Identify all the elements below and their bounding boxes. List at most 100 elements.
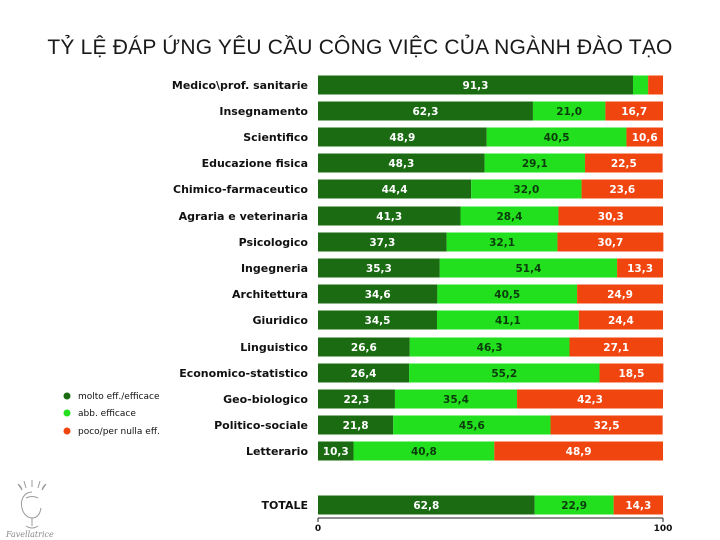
data-label-insegnamento-s1: 62,3 — [413, 106, 439, 118]
data-label-totale-s3: 14,3 — [625, 500, 651, 512]
data-label-educazione-fisica-s3: 22,5 — [611, 158, 637, 170]
data-label-geo-biologico-s1: 22,3 — [344, 394, 370, 406]
logo-text: Favellatrice — [6, 530, 54, 539]
data-label-ingegneria-s3: 13,3 — [627, 263, 653, 275]
category-label-letterario: Letterario — [246, 445, 308, 458]
bar-segment-chimico-farmaceutico-s2 — [471, 179, 582, 199]
bar-segment-agraria-e-veterinaria-s1 — [318, 206, 461, 226]
bar-segment-linguistico-s2 — [409, 337, 570, 357]
bar-segment-psicologico-s1 — [318, 232, 447, 252]
data-label-insegnamento-s2: 21,0 — [556, 106, 582, 118]
data-label-psicologico-s2: 32,1 — [489, 237, 515, 249]
bar-segment-letterario-s3 — [494, 441, 663, 461]
favellatrice-logo-icon — [17, 480, 47, 529]
data-label-chimico-farmaceutico-s1: 44,4 — [382, 184, 408, 196]
bar-segment-giuridico-s3 — [578, 310, 663, 330]
bar-segment-geo-biologico-s1 — [318, 389, 395, 409]
data-label-geo-biologico-s2: 35,4 — [443, 394, 469, 406]
chart-title: TỶ LỆ ĐÁP ỨNG YÊU CẦU CÔNG VIỆC CỦA NGÀN… — [47, 36, 673, 59]
category-label-geo-biologico: Geo-biologico — [223, 393, 308, 406]
data-label-chimico-farmaceutico-s3: 23,6 — [609, 184, 635, 196]
data-label-totale-s2: 22,9 — [561, 500, 587, 512]
data-label-ingegneria-s2: 51,4 — [515, 263, 541, 275]
legend-swatch-s3 — [63, 427, 71, 435]
category-label-architettura: Architettura — [232, 288, 308, 301]
data-label-architettura-s2: 40,5 — [494, 289, 520, 301]
legend-label-s1: molto eff./efficace — [78, 392, 160, 402]
bar-segment-ingegneria-s3 — [617, 258, 663, 278]
legend-swatch-s1 — [63, 392, 71, 400]
legend-label-s3: poco/per nulla eff. — [78, 427, 160, 437]
data-label-linguistico-s2: 46,3 — [477, 342, 503, 354]
data-label-psicologico-s1: 37,3 — [369, 237, 395, 249]
bar-segment-economico-statistico-s3 — [599, 363, 664, 383]
bar-segment-economico-statistico-s2 — [409, 363, 600, 383]
category-label-agraria-e-veterinaria: Agraria e veterinaria — [179, 210, 308, 223]
data-label-insegnamento-s3: 16,7 — [621, 106, 647, 118]
bar-segment-architettura-s1 — [318, 284, 438, 304]
data-label-psicologico-s3: 30,7 — [597, 237, 623, 249]
bar-segment-politico-sociale-s2 — [393, 415, 551, 435]
data-label-architettura-s1: 34,6 — [365, 289, 391, 301]
bar-segment-architettura-s3 — [577, 284, 663, 304]
category-label-psicologico: Psicologico — [239, 236, 309, 249]
bar-segment-ingegneria-s1 — [318, 258, 440, 278]
category-label-totale: TOTALE — [261, 499, 308, 512]
data-label-economico-statistico-s3: 18,5 — [618, 368, 644, 380]
bars-layer: 91,3 62,3 21,0 16,7 48,9 40,5 10,6 48,3 29,1 22,5… — [318, 75, 664, 515]
bar-segment-giuridico-s1 — [318, 310, 438, 330]
category-label-giuridico: Giuridico — [252, 314, 308, 327]
data-label-politico-sociale-s3: 32,5 — [594, 420, 620, 432]
bar-segment-agraria-e-veterinaria-s2 — [460, 206, 559, 226]
data-label-scientifico-s2: 40,5 — [544, 132, 570, 144]
bar-segment-educazione-fisica-s2 — [484, 153, 586, 173]
bar-segment-agraria-e-veterinaria-s3 — [558, 206, 663, 226]
data-label-medico-prof-sanitarie-s1: 91,3 — [463, 80, 489, 92]
category-labels-layer: Medico\prof. sanitarie Insegnamento Scient… — [172, 79, 309, 512]
bar-segment-economico-statistico-s1 — [318, 363, 410, 383]
legend: molto eff./efficace abb. efficace poco/per… — [63, 392, 160, 437]
bar-segment-educazione-fisica-s1 — [318, 153, 485, 173]
bar-segment-politico-sociale-s1 — [318, 415, 394, 435]
data-label-scientifico-s1: 48,9 — [389, 132, 415, 144]
bar-segment-psicologico-s2 — [446, 232, 558, 252]
data-label-totale-s1: 62,8 — [413, 500, 439, 512]
data-label-agraria-e-veterinaria-s2: 28,4 — [497, 211, 523, 223]
category-label-educazione-fisica: Educazione fisica — [202, 157, 308, 170]
data-label-letterario-s2: 40,8 — [411, 446, 437, 458]
category-label-scientifico: Scientifico — [243, 131, 308, 144]
bar-segment-totale-s2 — [534, 495, 614, 515]
bar-segment-psicologico-s3 — [557, 232, 664, 252]
bar-segment-totale-s1 — [318, 495, 535, 515]
bar-segment-giuridico-s2 — [437, 310, 579, 330]
category-label-politico-sociale: Politico-sociale — [214, 419, 308, 432]
data-label-letterario-s1: 10,3 — [323, 446, 349, 458]
bar-segment-letterario-s2 — [353, 441, 495, 461]
bar-segment-scientifico-s3 — [626, 127, 663, 147]
category-label-economico-statistico: Economico-statistico — [179, 367, 308, 380]
data-label-linguistico-s1: 26,6 — [351, 342, 377, 354]
data-label-educazione-fisica-s1: 48,3 — [388, 158, 414, 170]
data-label-agraria-e-veterinaria-s3: 30,3 — [598, 211, 624, 223]
data-label-educazione-fisica-s2: 29,1 — [522, 158, 548, 170]
data-label-economico-statistico-s1: 26,4 — [351, 368, 377, 380]
bar-segment-geo-biologico-s3 — [517, 389, 663, 409]
bar-segment-architettura-s2 — [437, 284, 578, 304]
category-label-linguistico: Linguistico — [240, 341, 308, 354]
bar-segment-insegnamento-s2 — [532, 101, 606, 121]
bar-segment-scientifico-s1 — [318, 127, 487, 147]
bar-segment-educazione-fisica-s3 — [585, 153, 663, 173]
category-label-insegnamento: Insegnamento — [219, 105, 308, 118]
x-axis: 0 100 — [315, 517, 672, 534]
bar-segment-medico-prof-sanitarie-s1 — [318, 75, 633, 95]
data-label-politico-sociale-s2: 45,6 — [459, 420, 485, 432]
bar-segment-insegnamento-s1 — [318, 101, 533, 121]
data-label-giuridico-s2: 41,1 — [495, 315, 521, 327]
data-label-chimico-farmaceutico-s2: 32,0 — [513, 184, 539, 196]
bar-segment-insegnamento-s3 — [605, 101, 663, 121]
x-tick-label-0: 0 — [315, 524, 321, 534]
bar-segment-chimico-farmaceutico-s1 — [318, 179, 472, 199]
bar-segment-linguistico-s3 — [569, 337, 663, 357]
legend-label-s2: abb. efficace — [78, 409, 136, 419]
data-label-letterario-s3: 48,9 — [566, 446, 592, 458]
